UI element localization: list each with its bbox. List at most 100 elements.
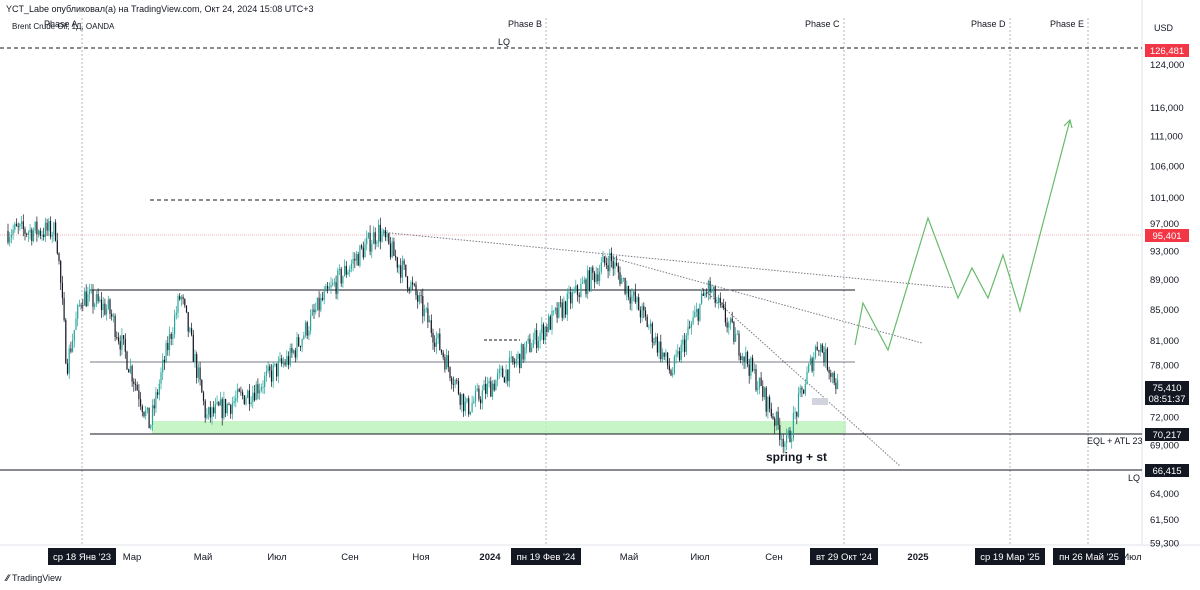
price-tick-label: 85,000 [1150, 305, 1179, 316]
candle-body [41, 234, 43, 236]
candle-body [410, 282, 412, 292]
candle-body [43, 234, 45, 238]
candle-body [682, 339, 684, 345]
candle-body [799, 387, 801, 394]
price-tick-label: 106,000 [1150, 162, 1184, 173]
trend-lines[interactable] [379, 231, 956, 467]
candle-body [787, 430, 789, 436]
lq-bottom-label: LQ [1128, 473, 1140, 483]
candle-body [687, 326, 689, 336]
candle-body [184, 299, 186, 306]
price-tick-label: 64,000 [1150, 489, 1179, 500]
candle-body [464, 401, 466, 412]
candle-body [780, 439, 783, 440]
candle-body [752, 357, 754, 371]
candle-body [374, 232, 376, 244]
symbol-title[interactable]: Brent Crude Oil, 1Д, OANDA [12, 22, 115, 31]
candle-body [347, 272, 349, 275]
candle-body [442, 352, 444, 358]
candle-body [627, 286, 630, 298]
candle-body [712, 286, 715, 292]
candle-body [129, 365, 131, 373]
candle-body [208, 407, 210, 415]
candle-body [282, 362, 284, 364]
candle-body [111, 313, 113, 317]
svg-text:пн 26 Май '25: пн 26 Май '25 [1059, 552, 1119, 563]
candle-body [520, 344, 522, 369]
candle-body [260, 387, 262, 391]
candle-body [485, 384, 487, 394]
candle-body [281, 358, 283, 364]
candle-body [585, 279, 587, 295]
candle-body [330, 284, 332, 288]
candle-body [15, 223, 18, 227]
candle-body [823, 352, 825, 363]
candle-body [733, 321, 735, 342]
candle-body [157, 392, 159, 395]
candle-body [678, 351, 681, 361]
candle-body [393, 241, 395, 256]
candle-body [775, 411, 777, 426]
candle-body [349, 268, 351, 273]
candle-body [537, 341, 539, 349]
candle-body [75, 318, 77, 330]
candle-body [320, 297, 322, 311]
phase-label-d: Phase D [971, 19, 1006, 29]
candle-body [473, 401, 475, 404]
candle-body [767, 396, 769, 412]
candle-body [762, 386, 764, 398]
candle-body [471, 403, 473, 412]
candle-body [519, 353, 521, 369]
candle-body [595, 274, 597, 282]
projection-path[interactable] [854, 119, 1071, 352]
candle-body [684, 339, 686, 352]
candle-body [315, 310, 317, 313]
time-highlight-4: ср 19 Мар '25 [975, 548, 1045, 565]
candle-body [199, 367, 201, 380]
candle-body [753, 369, 755, 371]
candle-body [140, 399, 142, 407]
time-tick-label: Мар [123, 552, 142, 563]
candle-body [177, 296, 179, 313]
candle-body [219, 399, 222, 406]
candle-body [575, 285, 577, 292]
candle-body [592, 267, 594, 273]
price-axis[interactable]: 124,000 116,000 111,000 106,000 101,000 97,00… [1150, 60, 1184, 550]
candle-body [668, 365, 670, 371]
candle-body [73, 329, 75, 341]
candle-body [97, 294, 99, 302]
candle-body [757, 388, 759, 391]
currency-label[interactable]: USD [1154, 23, 1174, 33]
candle-body [267, 366, 269, 372]
candle-body [741, 356, 743, 360]
candle-body [695, 309, 698, 312]
price-badge-66: 66,415 [1145, 464, 1189, 477]
candle-body [175, 312, 177, 316]
candle-body [170, 333, 172, 339]
candle-body [340, 268, 342, 284]
candle-body [437, 333, 439, 339]
candle-body [168, 333, 171, 351]
candle-body [655, 336, 657, 343]
candle-body [536, 330, 538, 349]
support-zone[interactable] [152, 421, 846, 434]
candle-body [701, 293, 703, 304]
candle-body [316, 297, 318, 311]
candle-body [328, 287, 330, 289]
candle-body [435, 338, 437, 347]
candle-body [646, 316, 648, 328]
candle-body [729, 318, 732, 324]
candle-body [240, 391, 242, 393]
candle-body [656, 336, 658, 353]
candle-body [813, 357, 815, 371]
tradingview-brand[interactable]: ⁄⁄ TradingView [6, 573, 62, 583]
candle-body [151, 405, 154, 425]
candle-body [21, 221, 23, 224]
candle-body [201, 379, 203, 393]
candle-body [522, 344, 524, 360]
time-axis[interactable]: Мар Май Июл Сен Ноя 2024 Май Июл Сен 2025 Июл [123, 552, 1142, 563]
candle-body [673, 356, 675, 373]
candle-body [19, 223, 21, 227]
candle-body [405, 264, 407, 277]
